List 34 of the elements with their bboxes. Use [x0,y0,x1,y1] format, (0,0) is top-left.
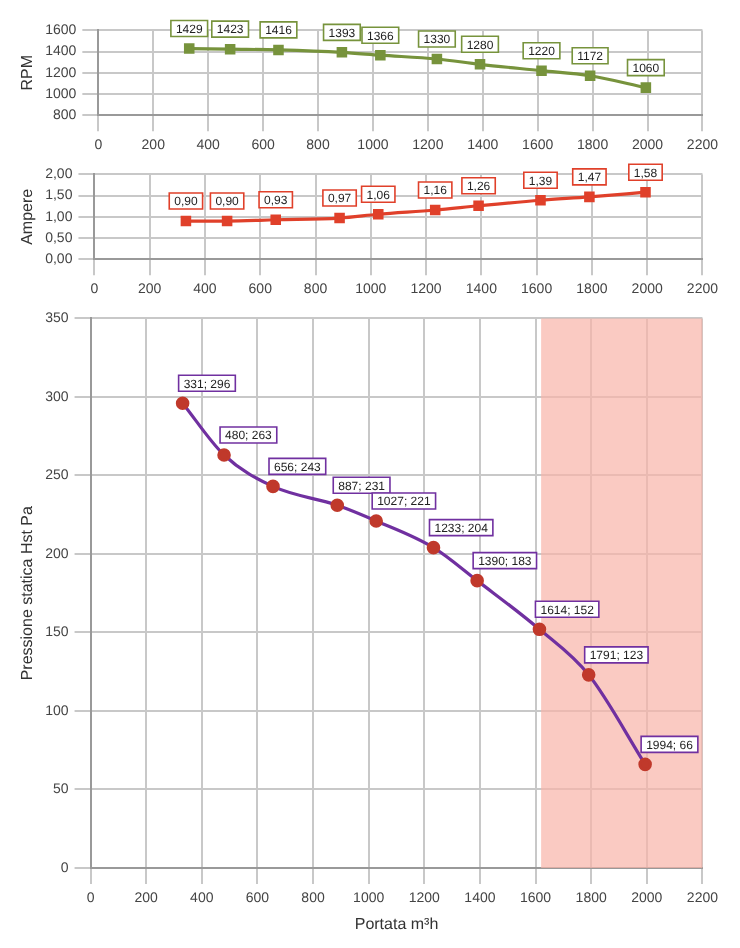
point [535,194,546,206]
point [474,59,486,70]
point [180,215,192,227]
point [224,43,236,55]
point [330,498,345,513]
point [431,53,443,65]
point [221,215,233,227]
y-axis-title: Ampere [18,187,37,245]
point [536,65,547,76]
y-axis-title: RPM [18,54,37,91]
point [426,540,441,555]
point [334,212,345,224]
point [266,479,280,494]
point [372,208,384,220]
point [581,668,596,682]
point [584,191,595,203]
x-axis-title: Portata m³h [354,914,439,933]
point [375,49,386,61]
point [473,200,484,212]
point [429,204,441,216]
point [336,47,348,58]
point [273,44,284,56]
point [183,43,195,54]
point [640,82,652,93]
point [532,622,547,637]
point [217,448,231,462]
point [584,70,596,82]
point [470,573,484,588]
point [175,396,190,410]
point [369,514,383,528]
point [270,214,282,226]
point [640,186,651,198]
point [638,757,652,772]
y-axis-title: Pressione statica Hst Pa [18,504,37,681]
